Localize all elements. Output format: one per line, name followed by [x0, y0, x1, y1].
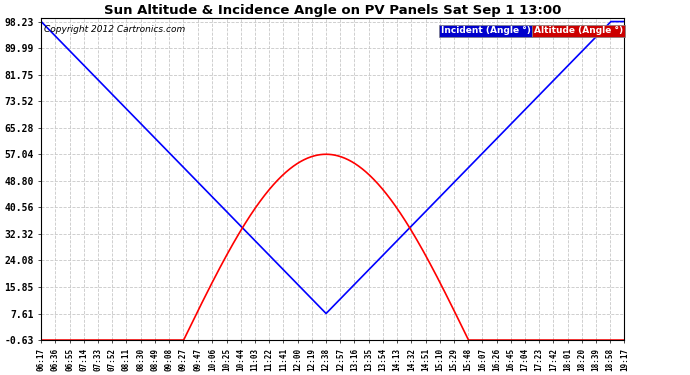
Title: Sun Altitude & Incidence Angle on PV Panels Sat Sep 1 13:00: Sun Altitude & Incidence Angle on PV Pan…	[104, 4, 562, 17]
Text: Altitude (Angle °): Altitude (Angle °)	[534, 26, 623, 35]
Text: Incident (Angle °): Incident (Angle °)	[441, 26, 531, 35]
Text: Copyright 2012 Cartronics.com: Copyright 2012 Cartronics.com	[44, 25, 186, 34]
